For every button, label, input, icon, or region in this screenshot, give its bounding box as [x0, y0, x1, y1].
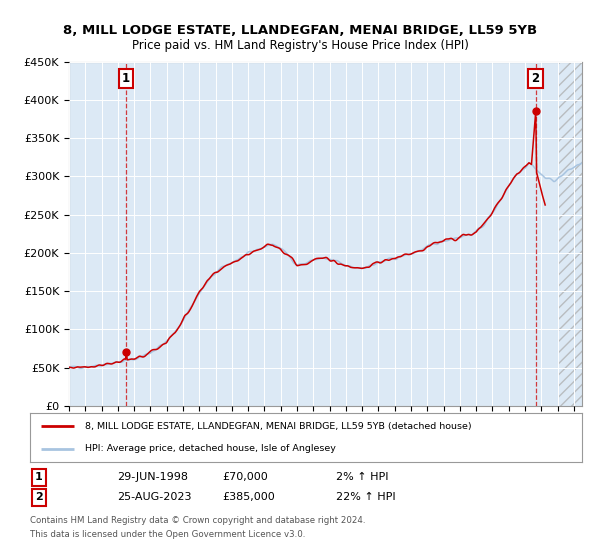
Bar — [557, 62, 582, 406]
Text: 2: 2 — [532, 72, 539, 85]
Text: 2: 2 — [35, 492, 43, 502]
Text: 1: 1 — [122, 72, 130, 85]
Text: £70,000: £70,000 — [222, 472, 268, 482]
Text: 22% ↑ HPI: 22% ↑ HPI — [336, 492, 395, 502]
Text: 2% ↑ HPI: 2% ↑ HPI — [336, 472, 389, 482]
Text: 1: 1 — [35, 472, 43, 482]
Text: £385,000: £385,000 — [222, 492, 275, 502]
Text: 8, MILL LODGE ESTATE, LLANDEGFAN, MENAI BRIDGE, LL59 5YB (detached house): 8, MILL LODGE ESTATE, LLANDEGFAN, MENAI … — [85, 422, 472, 431]
Text: Price paid vs. HM Land Registry's House Price Index (HPI): Price paid vs. HM Land Registry's House … — [131, 39, 469, 52]
Text: Contains HM Land Registry data © Crown copyright and database right 2024.: Contains HM Land Registry data © Crown c… — [30, 516, 365, 525]
Bar — [557, 62, 582, 406]
Text: 29-JUN-1998: 29-JUN-1998 — [117, 472, 188, 482]
Text: This data is licensed under the Open Government Licence v3.0.: This data is licensed under the Open Gov… — [30, 530, 305, 539]
Text: 8, MILL LODGE ESTATE, LLANDEGFAN, MENAI BRIDGE, LL59 5YB: 8, MILL LODGE ESTATE, LLANDEGFAN, MENAI … — [63, 24, 537, 37]
Text: HPI: Average price, detached house, Isle of Anglesey: HPI: Average price, detached house, Isle… — [85, 444, 336, 454]
Text: 25-AUG-2023: 25-AUG-2023 — [117, 492, 191, 502]
